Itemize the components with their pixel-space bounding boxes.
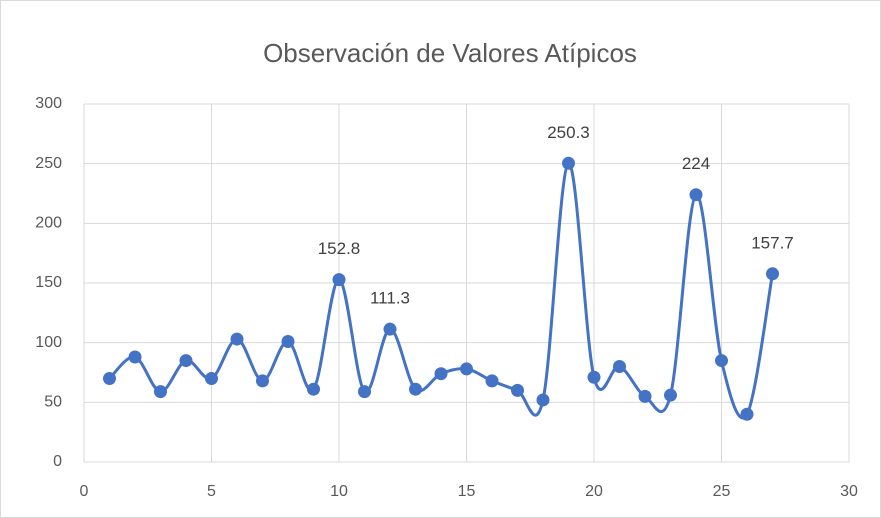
marker	[307, 382, 320, 396]
chart-title: Observación de Valores Atípicos	[263, 38, 637, 68]
marker	[256, 374, 269, 388]
y-tick-label: 150	[35, 274, 62, 291]
marker	[485, 374, 499, 388]
marker	[562, 156, 575, 170]
x-tick-label: 30	[840, 483, 858, 500]
data-label: 111.3	[370, 289, 410, 308]
y-tick-label: 300	[35, 95, 62, 112]
marker	[536, 393, 550, 407]
marker	[154, 385, 167, 399]
marker	[179, 354, 193, 368]
x-tick-label: 5	[207, 483, 216, 500]
data-label: 157.7	[751, 233, 794, 252]
marker	[383, 322, 397, 336]
marker	[511, 383, 524, 397]
marker	[689, 188, 703, 202]
marker	[587, 370, 601, 384]
y-tick-label: 250	[35, 155, 62, 172]
marker	[230, 332, 244, 346]
y-tick-label: 100	[35, 334, 62, 351]
data-label: 250.3	[547, 123, 590, 142]
data-label: 224	[682, 154, 710, 173]
y-tick-label: 50	[44, 394, 62, 411]
marker	[281, 334, 295, 348]
marker	[434, 367, 448, 381]
marker	[332, 273, 346, 287]
marker	[460, 362, 473, 376]
x-tick-label: 0	[80, 483, 89, 500]
marker	[103, 371, 116, 385]
x-tick-label: 10	[330, 483, 348, 500]
marker	[740, 407, 754, 421]
marker	[409, 382, 422, 396]
data-label: 152.8	[318, 239, 361, 258]
x-tick-label: 20	[585, 483, 603, 500]
marker	[358, 385, 371, 399]
marker	[638, 389, 652, 403]
marker	[664, 388, 677, 402]
x-tick-label: 15	[458, 483, 476, 500]
y-tick-label: 200	[35, 215, 62, 232]
x-tick-label: 25	[713, 483, 731, 500]
marker	[128, 350, 142, 364]
marker	[766, 267, 779, 281]
y-tick-label: 0	[53, 453, 62, 470]
marker	[205, 371, 218, 385]
marker	[613, 360, 626, 374]
marker	[715, 354, 728, 368]
